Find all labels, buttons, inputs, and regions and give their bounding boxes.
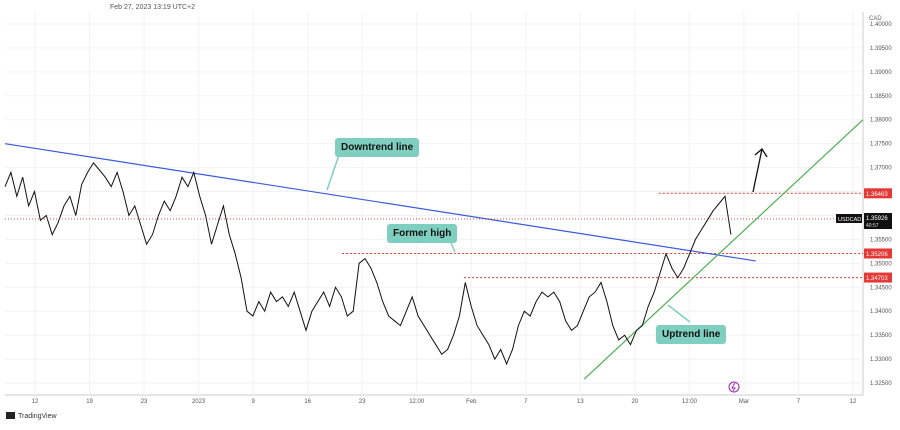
price-tick-label: 1.39500: [870, 46, 892, 52]
price-tick-label: 1.40000: [870, 22, 892, 28]
level-price-tag: [864, 248, 892, 259]
time-tick-label: Mar: [739, 399, 749, 405]
tradingview-logo[interactable]: TradingView: [6, 412, 57, 420]
time-tick-label: Feb: [466, 399, 477, 405]
time-tick-label: 20: [632, 399, 639, 405]
price-tick-label: 1.34500: [870, 285, 892, 291]
price-tick-label: 1.34000: [870, 309, 892, 315]
current-price-tag: [864, 213, 892, 230]
former-high-callout: Former high: [387, 224, 458, 243]
time-tick-label: 12: [850, 399, 857, 405]
plot-area: [5, 12, 863, 395]
price-tick-label: 1.33500: [870, 333, 892, 339]
chart-timestamp: Feb 27, 2023 13:19 UTC+2: [110, 4, 196, 11]
level-lines: [342, 192, 863, 279]
level-price-tag: [864, 272, 892, 283]
arrows: [752, 148, 768, 193]
level-price-tag: [864, 188, 892, 199]
time-tick-label: 23: [141, 399, 148, 405]
price-tick-label: 1.35500: [870, 237, 892, 243]
time-tick-label: 16: [304, 399, 311, 405]
callout-pointer: [326, 151, 341, 191]
tradingview-label: TradingView: [18, 413, 57, 420]
current-price-countdown: 40:57: [866, 223, 879, 229]
downtrend-callout: Downtrend line: [335, 138, 420, 157]
price-line: [4, 161, 732, 366]
time-tick-label: 12:00: [682, 399, 698, 405]
currency-label: CAD: [869, 16, 882, 22]
time-tick-label: 13: [577, 399, 584, 405]
symbol-tag-text: USDCAD: [838, 217, 861, 223]
up-arrow-head: [754, 148, 768, 158]
time-tick-label: 2023: [192, 399, 206, 405]
tradingview-icon: [6, 412, 15, 419]
price-tick-label: 1.35000: [870, 261, 892, 267]
time-tick-label: 7: [524, 399, 528, 405]
grid-layer: [5, 12, 863, 395]
price-tick-label: 1.33000: [870, 357, 892, 363]
level-price-tag-text: 1.35206: [866, 252, 888, 258]
price-axis-labels: 1.40000 1.39500 1.39000 1.38500 1.38000 1.375…: [870, 22, 892, 387]
trendline: [4, 143, 756, 262]
up-arrow-shaft: [752, 148, 763, 193]
price-tick-label: 1.32500: [870, 381, 892, 387]
trendline: [583, 119, 864, 380]
level-price-tag-text: 1.36463: [866, 192, 888, 198]
price-tick-label: 1.38000: [870, 118, 892, 124]
symbol-tag: [836, 214, 862, 224]
price-tick-label: 1.37500: [870, 142, 892, 148]
uptrend-callout: Uptrend line: [656, 325, 727, 344]
time-tick-label: 12: [32, 399, 39, 405]
level-price-tag-text: 1.34703: [866, 276, 888, 282]
time-tick-label: 7: [797, 399, 801, 405]
time-tick-label: 9: [251, 399, 255, 405]
price-tick-label: 1.38500: [870, 94, 892, 100]
price-series: [4, 161, 863, 366]
callout-pointer: [667, 304, 691, 323]
time-tick-label: 12:00: [409, 399, 425, 405]
time-tick-label: 19: [86, 399, 93, 405]
price-tick-label: 1.39000: [870, 70, 892, 76]
price-tick-label: 1.37000: [870, 166, 892, 172]
time-tick-label: 23: [359, 399, 366, 405]
event-marker-icon[interactable]: [728, 381, 740, 393]
current-price-value: 1.35926: [866, 216, 888, 222]
time-axis-labels: 12 19 23 2023 9 16 23 12:00 Feb 7 13 20 12:00 Mar 7 12: [32, 399, 857, 405]
